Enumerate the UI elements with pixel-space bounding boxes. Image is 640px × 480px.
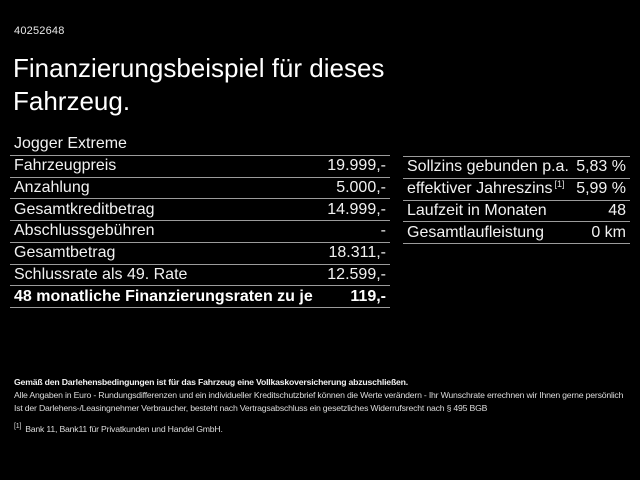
vehicle-model-label: Jogger Extreme [14,135,127,153]
row-label: Anzahlung [14,178,90,196]
table-row: Schlussrate als 49. Rate 12.599,- [10,265,390,287]
table-row: Laufzeit in Monaten 48 [403,201,630,223]
row-value: 18.311,- [328,244,386,262]
footnote-marker: [1] [554,178,565,189]
interest-terms-table: Sollzins gebunden p.a. 5,83 % effektiver… [403,156,630,244]
row-value: 12.599,- [327,265,386,283]
row-label: Gesamtbetrag [14,244,116,262]
row-label: effektiver Jahreszins [1] [407,178,565,198]
vehicle-reference-number: 40252648 [14,25,65,37]
row-label: Schlussrate als 49. Rate [14,265,188,283]
row-label: Gesamtkreditbetrag [14,200,155,218]
page-title: Finanzierungsbeispiel für dieses Fahrzeu… [13,53,385,116]
bank-reference-text: Bank 11, Bank11 für Privatkunden und Han… [25,423,223,434]
monthly-rate-total-row: 48 monatliche Finanzierungsraten zu je 1… [10,286,390,308]
row-value: 19.999,- [327,157,386,175]
row-value: 119,- [350,287,386,305]
row-label: Fahrzeugpreis [14,157,117,175]
row-value: 0 km [591,223,626,241]
disclaimer-note: Alle Angaben in Euro - Rundungsdifferenz… [14,390,624,400]
row-value: - [380,222,386,240]
row-value: 14.999,- [327,200,386,218]
table-row: Gesamtkreditbetrag 14.999,- [10,199,390,221]
row-value: 5,83 % [576,158,626,176]
row-value: 5.000,- [336,178,386,196]
row-label: Gesamtlaufleistung [407,223,544,241]
table-row: Gesamtbetrag 18.311,- [10,243,390,265]
table-row: Gesamtlaufleistung 0 km [403,222,630,244]
insurance-requirement-note: Gemäß den Darlehensbedingungen ist für d… [14,377,408,387]
row-label: Laufzeit in Monaten [407,201,547,219]
table-row: Abschlussgebühren - [10,221,390,243]
row-value: 48 [608,201,626,219]
table-row: effektiver Jahreszins [1] 5,99 % [403,179,630,201]
bank-reference-note: [1] Bank 11, Bank11 für Privatkunden und … [14,420,634,436]
row-value: 5,99 % [576,180,626,198]
table-row: Fahrzeugpreis 19.999,- [10,156,390,178]
legal-footnotes: Gemäß den Darlehensbedingungen ist für d… [14,376,634,436]
row-label: 48 monatliche Finanzierungsraten zu je [14,287,313,305]
withdrawal-right-note: Ist der Darlehens-/Leasingnehmer Verbrau… [14,403,488,413]
table-header-row: Jogger Extreme [10,134,390,156]
footnote-marker: [1] [14,423,22,430]
table-row: Sollzins gebunden p.a. 5,83 % [403,157,630,179]
row-label: Abschlussgebühren [14,222,155,240]
row-label: Sollzins gebunden p.a. [407,158,569,176]
table-row: Anzahlung 5.000,- [10,178,390,200]
financing-details-table: Jogger Extreme Fahrzeugpreis 19.999,- An… [10,134,390,308]
